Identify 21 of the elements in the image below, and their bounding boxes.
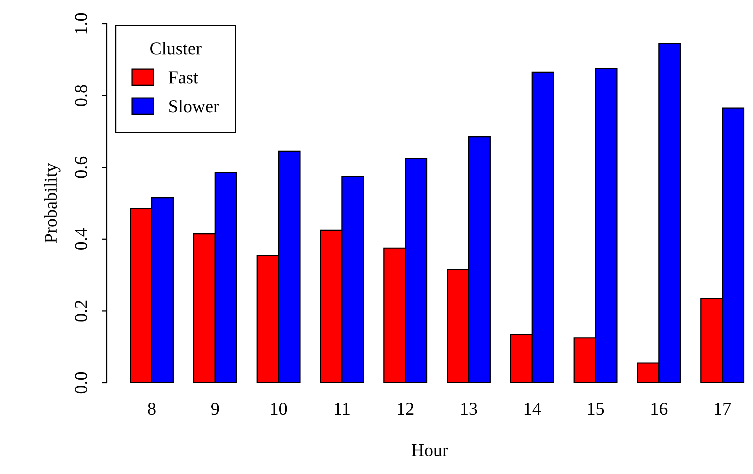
x-tick-label: 11 bbox=[335, 403, 350, 415]
x-tick-label: 15 bbox=[588, 403, 604, 416]
y-tick-label: 0.2 bbox=[75, 300, 88, 322]
y-tick-label: 0.6 bbox=[75, 156, 88, 178]
x-tick-label: 9 bbox=[211, 403, 220, 416]
y-tick-label: 0.4 bbox=[75, 228, 88, 250]
x-tick-label: 12 bbox=[398, 403, 414, 415]
x-tick-label: 8 bbox=[148, 402, 156, 416]
x-tick-label: 14 bbox=[524, 403, 542, 415]
y-tick-label: 0.8 bbox=[75, 85, 88, 106]
legend-label: Fast bbox=[168, 72, 198, 84]
x-axis-title: Hour bbox=[412, 444, 448, 457]
legend-label: Slower bbox=[170, 100, 220, 113]
x-tick-label: 17 bbox=[715, 403, 732, 415]
x-tick-label: 16 bbox=[652, 403, 668, 416]
legend-title: Cluster bbox=[150, 42, 202, 55]
y-tick-label: 1.0 bbox=[75, 13, 88, 34]
x-tick-label: 10 bbox=[271, 402, 288, 416]
y-tick-label: 0.0 bbox=[75, 372, 88, 394]
y-axis-title: Probability bbox=[44, 163, 61, 244]
x-tick-label: 13 bbox=[462, 403, 478, 416]
